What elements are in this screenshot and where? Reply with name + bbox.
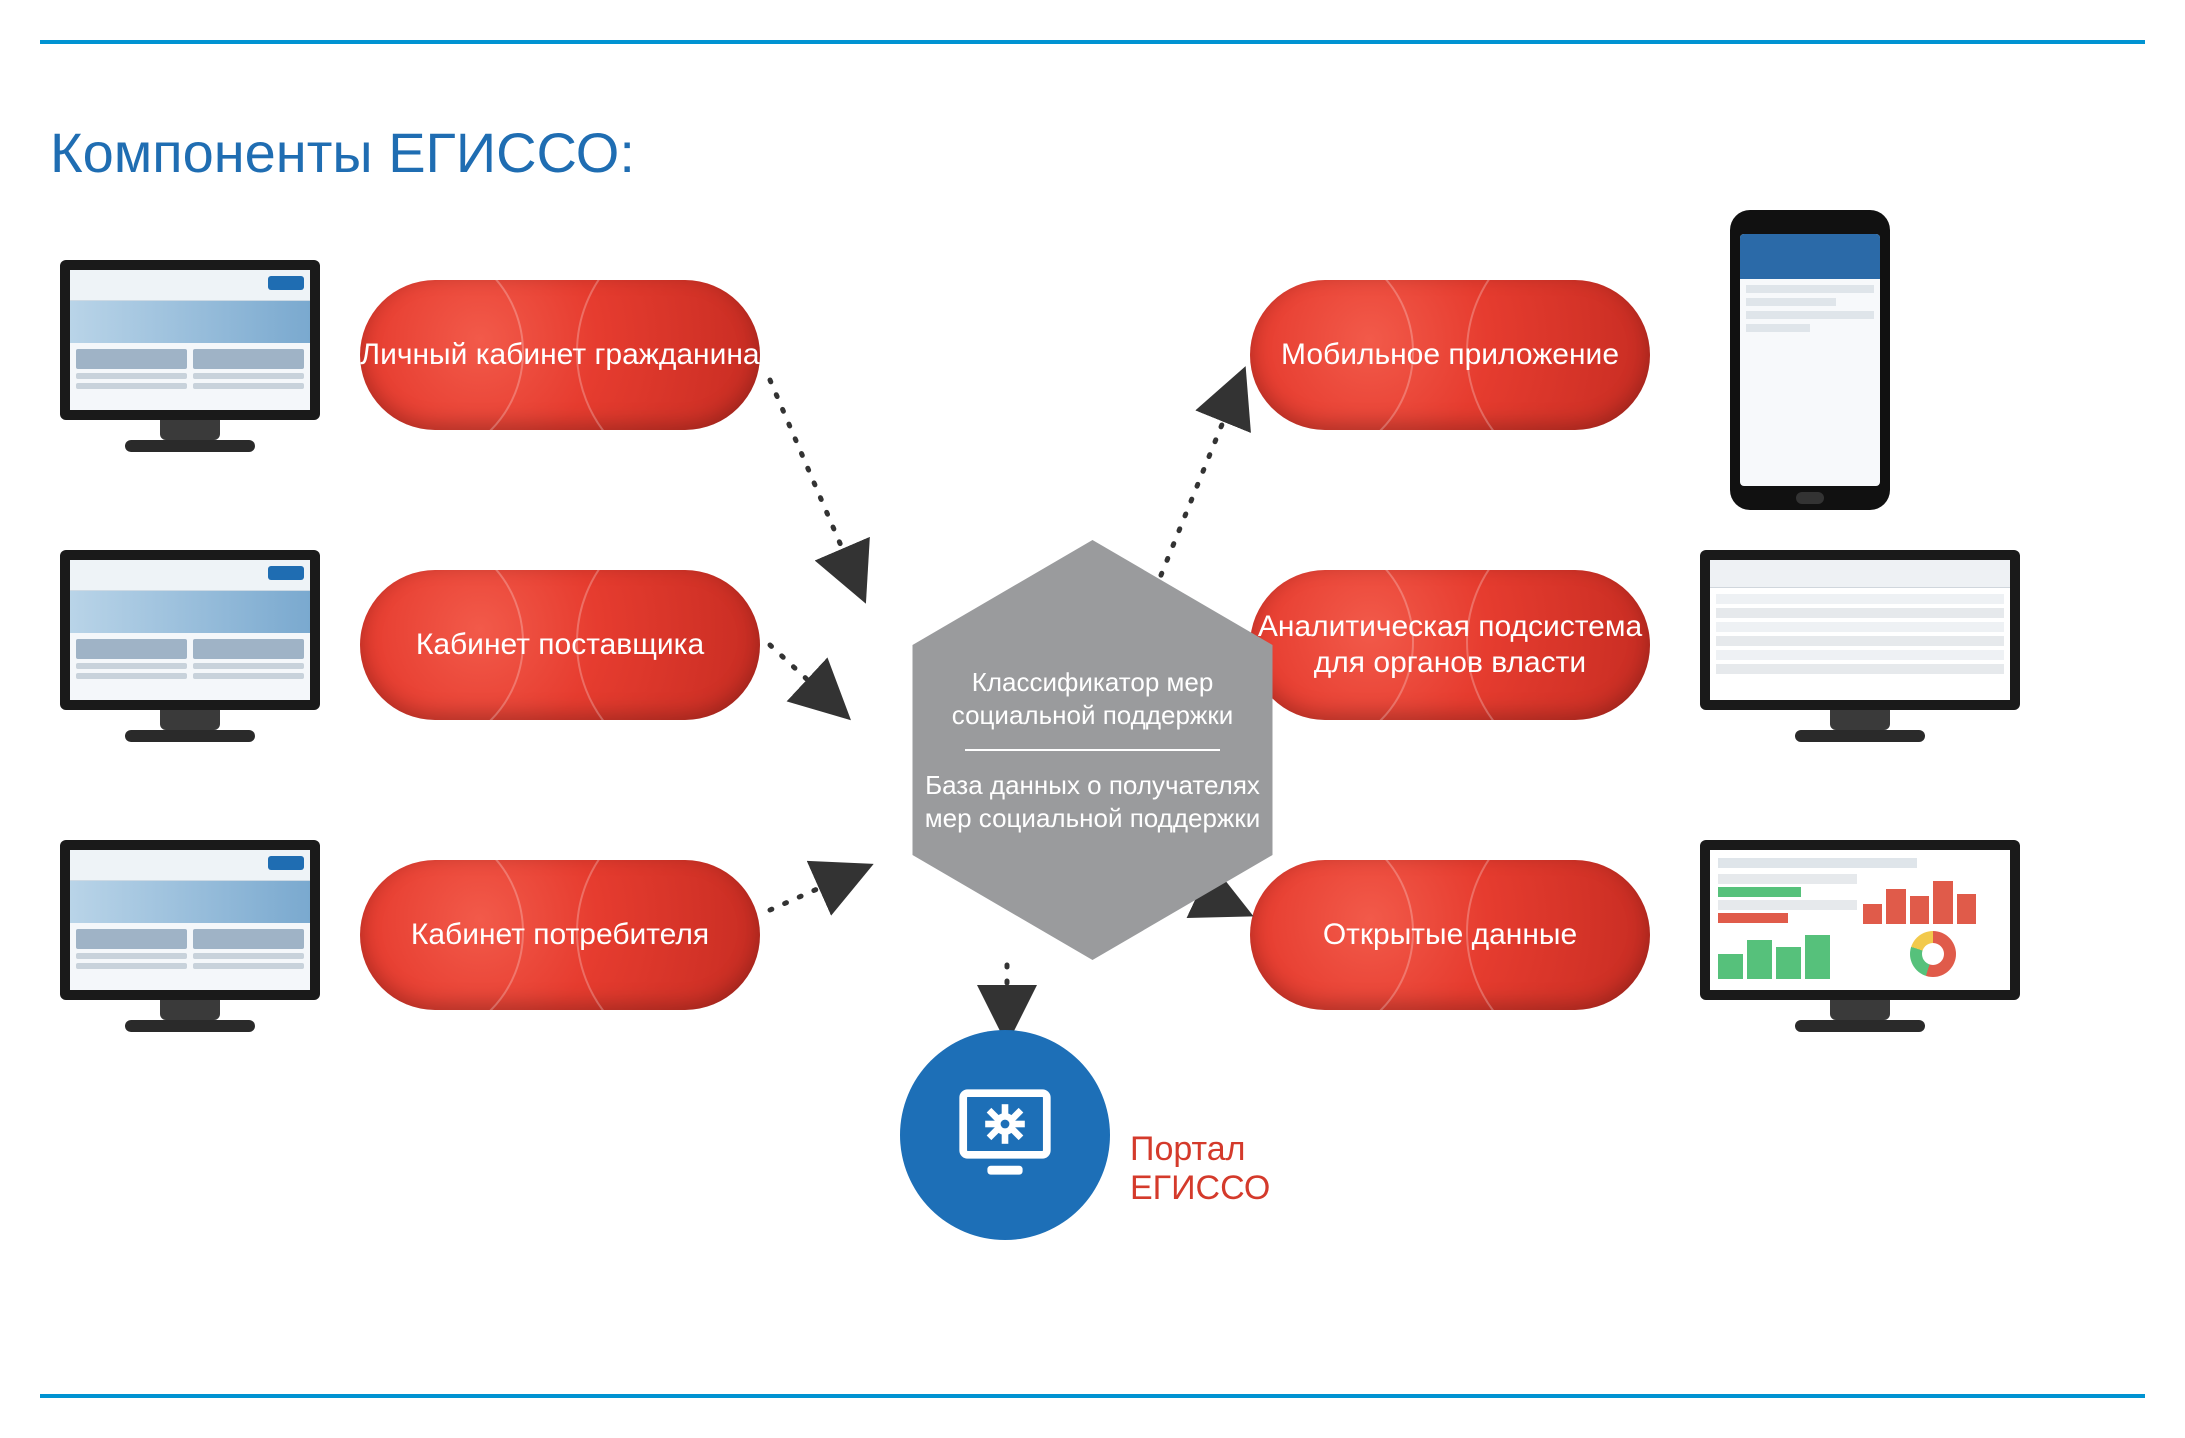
phone-mobile [1730, 210, 1890, 510]
hex-top-text: Классификатор мер социальной поддержки [923, 666, 1263, 731]
hex-bottom-text: База данных о получателях мер социальной… [923, 769, 1263, 834]
screen-analytics [1710, 560, 2010, 700]
portal-icon [900, 1030, 1110, 1240]
portal-label-text: ПорталЕГИССО [1130, 1130, 1270, 1207]
page-title: Компоненты ЕГИССО: [50, 120, 635, 185]
monitor-citizen [60, 260, 320, 460]
top-rule [40, 40, 2145, 44]
pill-mobile-label: Мобильное приложение [1281, 337, 1619, 373]
screen-opendata [1710, 850, 2010, 990]
monitor-consumer [60, 840, 320, 1040]
pill-citizen-label: Личный кабинет гражданина [360, 337, 759, 373]
pill-analytics: Аналитическая подсистема для органов вла… [1250, 570, 1650, 720]
pill-analytics-label: Аналитическая подсистема для органов вла… [1250, 609, 1650, 681]
pill-consumer: Кабинет потребителя [360, 860, 760, 1010]
hex-divider [965, 749, 1220, 751]
center-hexagon: Классификатор мер социальной поддержки Б… [893, 540, 1293, 960]
pill-supplier: Кабинет поставщика [360, 570, 760, 720]
screen-supplier [70, 560, 310, 700]
pill-supplier-label: Кабинет поставщика [416, 627, 704, 663]
portal-gear-screen-icon [950, 1080, 1060, 1190]
portal-label: ПорталЕГИССО [1130, 1130, 1270, 1208]
screen-citizen [70, 270, 310, 410]
pill-opendata-label: Открытые данные [1323, 917, 1577, 953]
phone-screen [1740, 234, 1880, 486]
monitor-analytics [1700, 550, 2020, 750]
pill-consumer-label: Кабинет потребителя [411, 917, 709, 953]
bottom-rule [40, 1394, 2145, 1398]
pill-citizen: Личный кабинет гражданина [360, 280, 760, 430]
pill-opendata: Открытые данные [1250, 860, 1650, 1010]
monitor-supplier [60, 550, 320, 750]
pill-mobile: Мобильное приложение [1250, 280, 1650, 430]
diagram-stage: Личный кабинет гражданина Кабинет постав… [0, 250, 2185, 1330]
monitor-opendata [1700, 840, 2020, 1040]
screen-consumer [70, 850, 310, 990]
